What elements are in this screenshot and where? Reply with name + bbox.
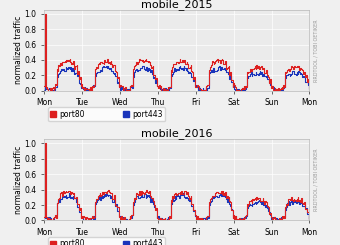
Y-axis label: normalized traffic: normalized traffic: [14, 146, 23, 214]
port443: [261, 203, 265, 206]
port443: [264, 75, 268, 78]
port80: [261, 67, 265, 70]
port80: [192, 213, 197, 216]
port443: [307, 215, 311, 218]
port80: [45, 219, 49, 222]
port443: [122, 216, 126, 219]
port80: [264, 69, 268, 72]
port443: [49, 89, 53, 92]
port80: [261, 197, 265, 200]
port443: [42, 215, 46, 218]
port443: [49, 219, 53, 222]
Line: port443: port443: [44, 66, 309, 91]
port443: [261, 73, 265, 76]
port443: [307, 87, 311, 90]
Text: RRDTOOL / TOBI OETIKER: RRDTOOL / TOBI OETIKER: [313, 19, 318, 82]
port443: [141, 64, 145, 67]
port443: [192, 214, 197, 217]
port443: [42, 88, 46, 91]
Line: port443: port443: [44, 193, 309, 220]
port80: [264, 200, 268, 203]
port443: [102, 66, 106, 69]
Line: port80: port80: [44, 143, 309, 220]
Title: mobile_2015: mobile_2015: [141, 0, 212, 10]
port443: [45, 218, 49, 221]
port80: [123, 219, 127, 221]
port443: [122, 89, 126, 92]
Y-axis label: normalized traffic: normalized traffic: [14, 16, 23, 85]
port80: [43, 142, 47, 145]
port443: [264, 203, 268, 206]
port80: [123, 86, 127, 89]
port80: [43, 12, 47, 15]
Text: RRDTOOL / TOBI OETIKER: RRDTOOL / TOBI OETIKER: [313, 149, 318, 211]
port443: [192, 83, 197, 86]
port80: [307, 86, 311, 89]
port80: [192, 85, 197, 88]
port80: [46, 89, 50, 92]
port443: [102, 196, 106, 199]
port80: [47, 219, 51, 222]
port80: [102, 59, 106, 61]
port80: [42, 84, 46, 87]
port80: [47, 89, 51, 92]
Title: mobile_2016: mobile_2016: [141, 129, 212, 139]
Legend: port80, port443: port80, port443: [48, 108, 165, 121]
port443: [142, 192, 146, 195]
port443: [45, 87, 49, 90]
port80: [102, 191, 106, 194]
Line: port80: port80: [44, 14, 309, 91]
port80: [42, 216, 46, 219]
Legend: port80, port443: port80, port443: [48, 237, 165, 245]
port80: [307, 214, 311, 217]
